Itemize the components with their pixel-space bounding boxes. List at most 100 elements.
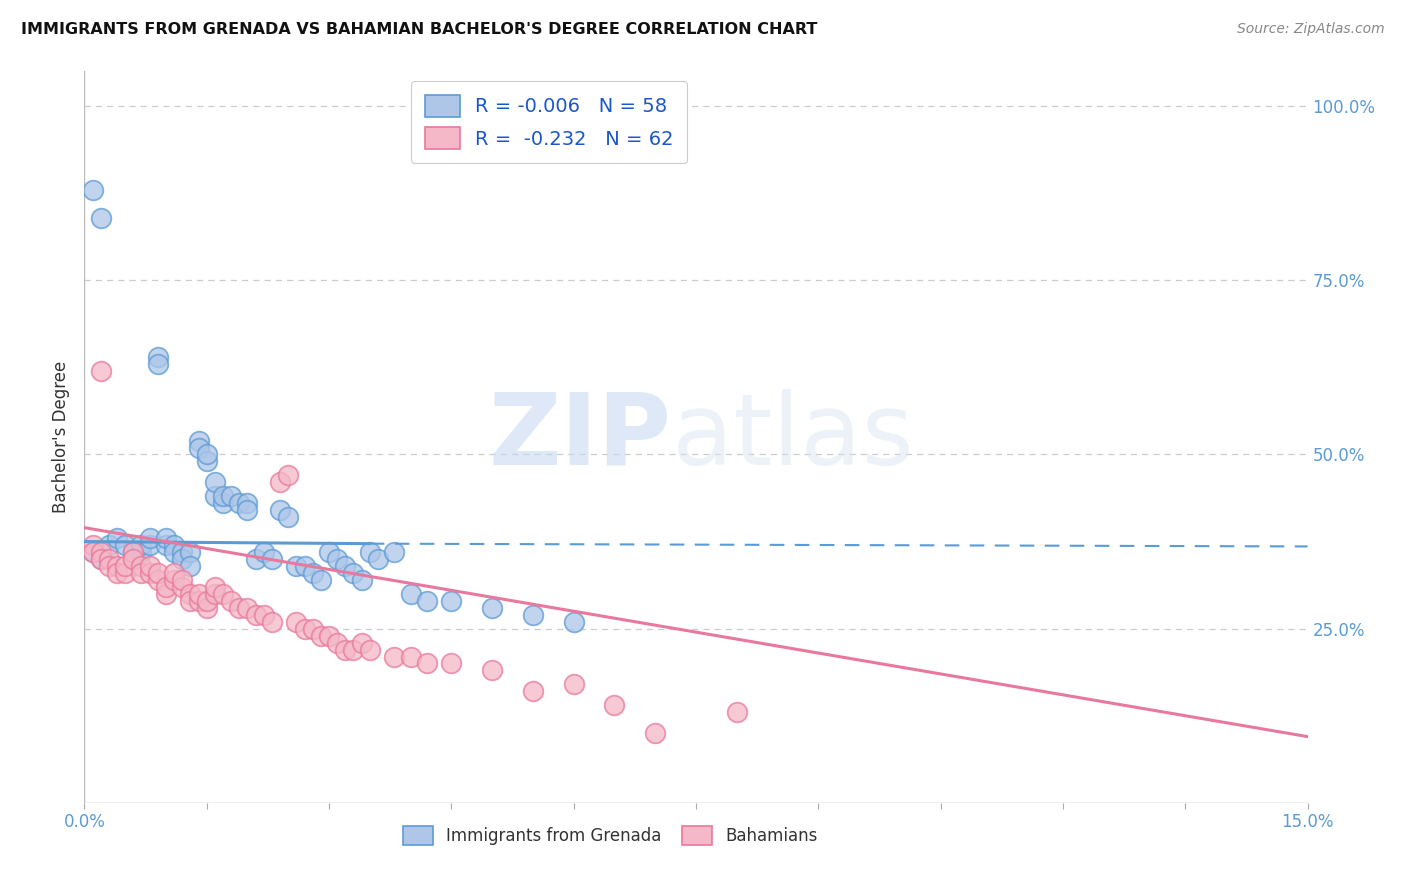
Point <box>367 552 389 566</box>
Point <box>82 545 104 559</box>
Point <box>236 503 259 517</box>
Point <box>382 545 405 559</box>
Point <box>359 545 381 559</box>
Point <box>228 496 250 510</box>
Point <box>204 489 226 503</box>
Point <box>97 538 120 552</box>
Point <box>204 475 226 490</box>
Point <box>228 600 250 615</box>
Point <box>318 629 340 643</box>
Point <box>562 677 585 691</box>
Point <box>269 475 291 490</box>
Point <box>219 594 242 608</box>
Point <box>155 531 177 545</box>
Point <box>522 607 544 622</box>
Point <box>294 622 316 636</box>
Point <box>114 538 136 552</box>
Point <box>105 566 128 580</box>
Point <box>179 594 201 608</box>
Point <box>236 600 259 615</box>
Point <box>155 538 177 552</box>
Point <box>245 552 267 566</box>
Point <box>285 558 308 573</box>
Point <box>725 705 748 719</box>
Point <box>350 573 373 587</box>
Point <box>131 566 153 580</box>
Point <box>335 642 357 657</box>
Point <box>90 552 112 566</box>
Point <box>440 657 463 671</box>
Point <box>326 635 349 649</box>
Point <box>82 183 104 197</box>
Point <box>212 496 235 510</box>
Point <box>350 635 373 649</box>
Point <box>90 364 112 378</box>
Text: ZIP: ZIP <box>489 389 672 485</box>
Point <box>131 545 153 559</box>
Point <box>187 434 209 448</box>
Point <box>90 545 112 559</box>
Point <box>416 657 439 671</box>
Point <box>335 558 357 573</box>
Point <box>138 558 160 573</box>
Point <box>179 545 201 559</box>
Point <box>285 615 308 629</box>
Point <box>195 448 218 462</box>
Point <box>440 594 463 608</box>
Point <box>105 531 128 545</box>
Point <box>172 580 194 594</box>
Text: atlas: atlas <box>672 389 912 485</box>
Point <box>97 558 120 573</box>
Point <box>309 573 332 587</box>
Point <box>277 510 299 524</box>
Point <box>318 545 340 559</box>
Point <box>155 587 177 601</box>
Point <box>138 566 160 580</box>
Point <box>131 538 153 552</box>
Point <box>253 545 276 559</box>
Point <box>138 531 160 545</box>
Point <box>326 552 349 566</box>
Point <box>146 566 169 580</box>
Point <box>155 580 177 594</box>
Point <box>163 573 186 587</box>
Point <box>146 350 169 364</box>
Point <box>163 545 186 559</box>
Point <box>416 594 439 608</box>
Point <box>105 558 128 573</box>
Point <box>187 587 209 601</box>
Point <box>260 552 283 566</box>
Point <box>644 726 666 740</box>
Point <box>195 454 218 468</box>
Point <box>122 545 145 559</box>
Point <box>163 538 186 552</box>
Point <box>481 600 503 615</box>
Point <box>294 558 316 573</box>
Point <box>179 558 201 573</box>
Point <box>90 211 112 225</box>
Point <box>204 580 226 594</box>
Point <box>195 600 218 615</box>
Point <box>603 698 626 713</box>
Point <box>122 552 145 566</box>
Point <box>269 503 291 517</box>
Point <box>562 615 585 629</box>
Point <box>172 545 194 559</box>
Point <box>399 649 422 664</box>
Point <box>163 566 186 580</box>
Text: Source: ZipAtlas.com: Source: ZipAtlas.com <box>1237 22 1385 37</box>
Point <box>309 629 332 643</box>
Point <box>382 649 405 664</box>
Point <box>219 489 242 503</box>
Point <box>212 489 235 503</box>
Point <box>122 545 145 559</box>
Point <box>277 468 299 483</box>
Point <box>253 607 276 622</box>
Point <box>131 558 153 573</box>
Point <box>204 587 226 601</box>
Point <box>212 587 235 601</box>
Point <box>260 615 283 629</box>
Point <box>245 607 267 622</box>
Point <box>122 552 145 566</box>
Point <box>359 642 381 657</box>
